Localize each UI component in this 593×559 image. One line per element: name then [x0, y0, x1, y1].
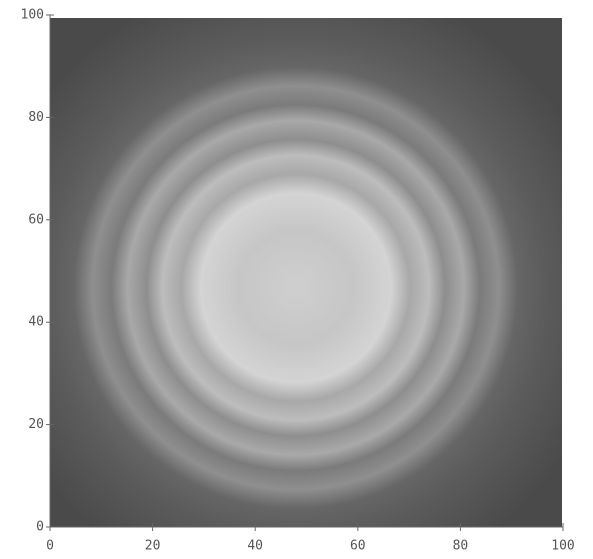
x-tick-label: 60 — [350, 539, 366, 554]
y-tick-label: 60 — [28, 212, 44, 227]
x-tick-label: 80 — [453, 539, 469, 554]
image — [50, 18, 562, 527]
x-tick-label: 100 — [551, 539, 574, 554]
y-tick-label: 80 — [28, 110, 44, 125]
y-tick-label: 0 — [36, 520, 44, 535]
x-tick-label: 40 — [247, 539, 263, 554]
x-tick-label: 20 — [145, 539, 161, 554]
y-tick-label: 100 — [21, 8, 44, 23]
x-tick-label: 0 — [46, 539, 54, 554]
y-tick-label: 40 — [28, 315, 44, 330]
y-tick-label: 20 — [28, 417, 44, 432]
